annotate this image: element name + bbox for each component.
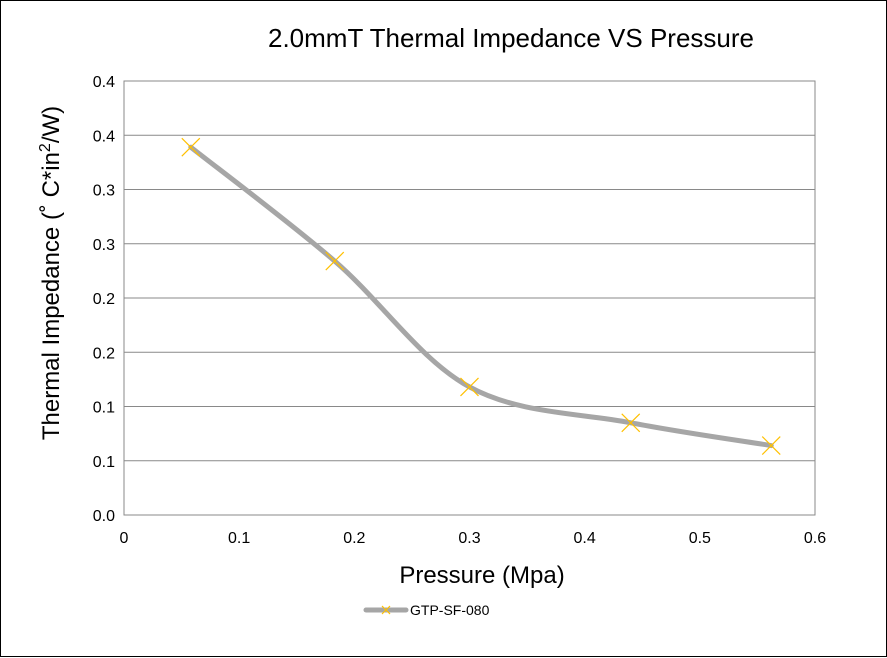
x-tick-label: 0.3 [458, 530, 480, 547]
y-tick-label: 0.2 [93, 345, 115, 362]
y-axis-label-end: /W) [38, 106, 65, 143]
y-axis-label-superscript: 2 [37, 143, 54, 152]
marker-stroke [325, 251, 345, 271]
x-tick-label: 0.1 [228, 530, 250, 547]
y-tick-label: 0.0 [93, 508, 115, 525]
x-tick-label: 0.4 [574, 530, 596, 547]
data-point-marker [761, 436, 781, 455]
x-tick-label: 0.6 [804, 530, 826, 547]
marker-stroke [460, 377, 479, 397]
chart-title: 2.0mmT Thermal Impedance VS Pressure [268, 23, 754, 53]
y-tick-label: 0.4 [93, 128, 115, 145]
legend-series-name: GTP-SF-080 [410, 602, 490, 618]
data-point-marker [325, 251, 345, 271]
x-tick-label: 0.2 [343, 530, 365, 547]
series-layer [181, 137, 781, 455]
x-tick-label: 0 [120, 530, 129, 547]
tick-labels: 0.0 0.1 0.1 0.2 0.2 0.3 0.3 0.4 0.4 0 0.1 0.2 0.3 0.4… [93, 74, 826, 547]
grid-lines [124, 134, 815, 462]
y-tick-label: 0.1 [93, 400, 115, 417]
data-point-marker [621, 413, 641, 433]
y-tick-label: 0.3 [93, 183, 115, 200]
y-tick-label: 0.1 [93, 454, 115, 471]
y-axis-label-main: Thermal Impedance (˚ C*in [38, 152, 65, 440]
y-tick-label: 0.3 [93, 237, 115, 254]
y-axis-label: Thermal Impedance (˚ C*in2/W) [37, 106, 65, 440]
marker-stroke [761, 436, 781, 455]
x-tick-label: 0.5 [689, 530, 711, 547]
y-tick-label: 0.2 [93, 291, 115, 308]
data-point-marker [181, 137, 201, 157]
data-point-marker [460, 377, 479, 397]
y-tick-label: 0.4 [93, 74, 115, 91]
legend-marker-icon [381, 605, 391, 615]
marker-stroke [621, 413, 641, 433]
legend: GTP-SF-080 [363, 602, 490, 618]
marker-stroke [181, 137, 201, 157]
x-axis-label: Pressure (Mpa) [399, 562, 564, 589]
